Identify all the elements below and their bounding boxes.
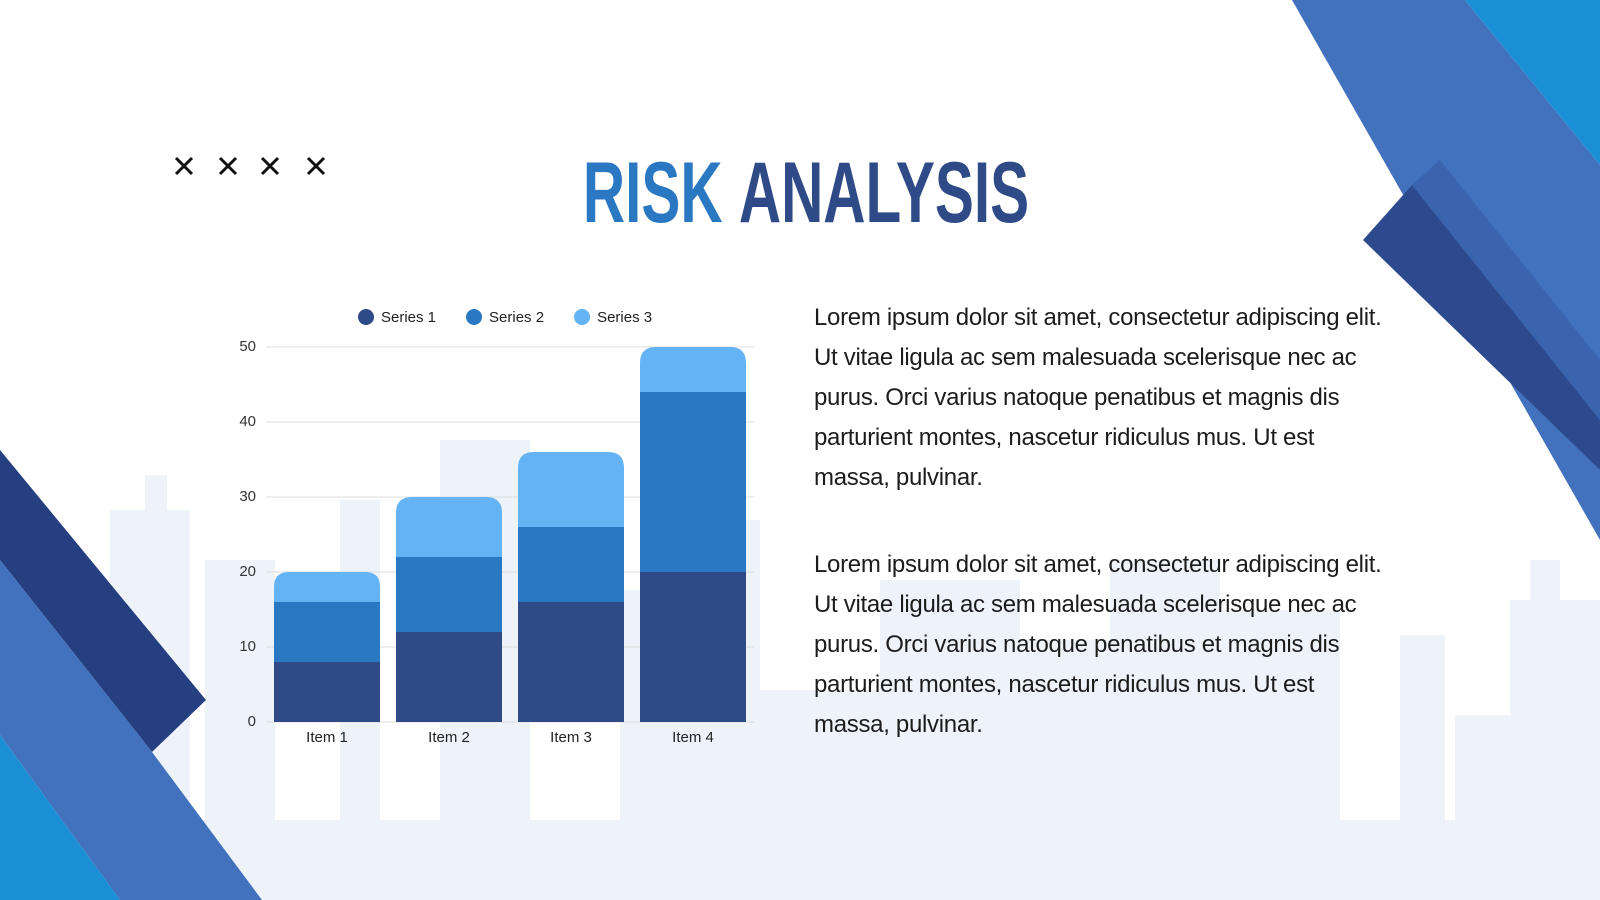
bar-segment	[396, 557, 502, 632]
y-tick-label: 30	[239, 488, 256, 505]
y-tick-label: 10	[239, 638, 256, 655]
x-marks	[174, 156, 326, 176]
bar-segment	[396, 632, 502, 722]
bar-segment	[396, 497, 502, 557]
bar-segment	[274, 602, 380, 662]
bar-segment	[640, 572, 746, 722]
bar-segment	[274, 662, 380, 722]
title-group: RISK ANALYSIS	[583, 144, 1029, 241]
y-tick-label: 20	[239, 563, 256, 580]
x-tick-label: Item 1	[306, 729, 348, 746]
bar-segment	[640, 347, 746, 392]
x-tick-label: Item 3	[550, 729, 592, 746]
bar-segment	[518, 452, 624, 527]
bar-segment	[518, 602, 624, 722]
title-rest: ANALYSIS	[739, 144, 1029, 241]
paragraph: Lorem ipsum dolor sit amet, consectetur …	[814, 551, 1382, 738]
x-tick-label: Item 2	[428, 729, 470, 746]
legend-label: Series 3	[597, 309, 652, 326]
paragraph: Lorem ipsum dolor sit amet, consectetur …	[814, 304, 1382, 491]
y-tick-label: 40	[239, 413, 256, 430]
legend-swatch	[574, 309, 591, 325]
legend-label: Series 1	[381, 309, 436, 326]
bar-segment	[274, 572, 380, 602]
legend-swatch	[358, 309, 374, 325]
bar-segment	[518, 527, 624, 602]
legend-label: Series 2	[489, 309, 544, 326]
y-tick-label: 0	[248, 713, 256, 730]
x-tick-label: Item 4	[672, 729, 714, 746]
slide-title: RISK ANALYSIS	[583, 144, 1029, 241]
title-accent: RISK	[583, 144, 723, 241]
bar-segment	[640, 392, 746, 572]
legend-swatch	[466, 309, 483, 325]
y-tick-label: 50	[239, 338, 256, 355]
